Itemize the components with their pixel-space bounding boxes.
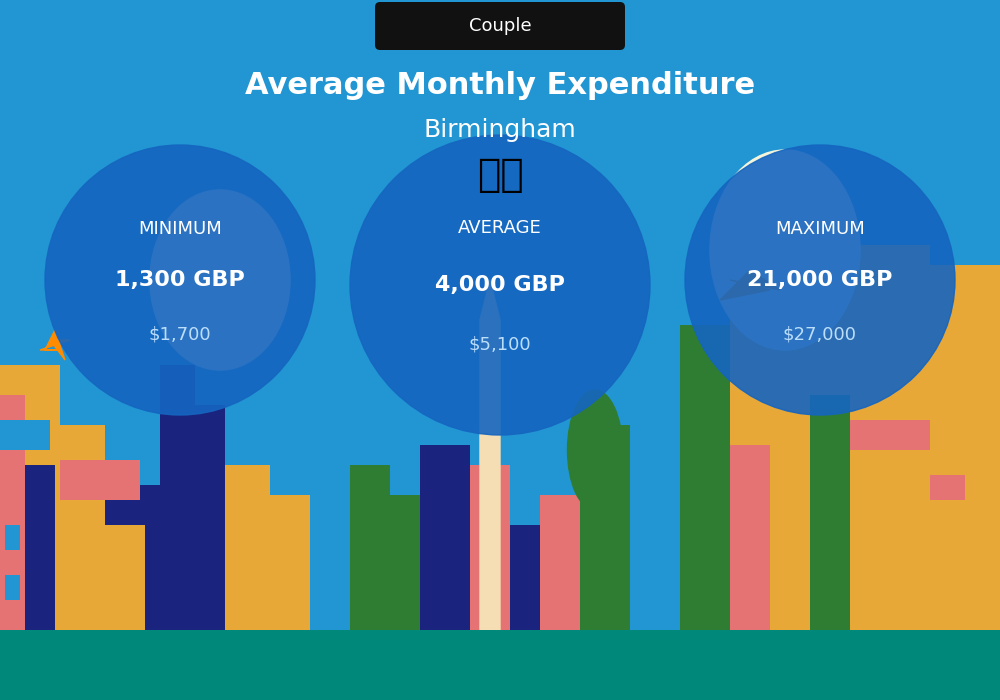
- Text: 4,000 GBP: 4,000 GBP: [435, 275, 565, 295]
- FancyBboxPatch shape: [375, 2, 625, 50]
- Bar: [105, 525, 145, 645]
- Bar: [930, 265, 1000, 645]
- Text: 21,000 GBP: 21,000 GBP: [747, 270, 893, 290]
- Bar: [160, 365, 195, 645]
- Bar: [350, 465, 390, 645]
- Ellipse shape: [710, 150, 860, 350]
- Text: 1,300 GBP: 1,300 GBP: [115, 270, 245, 290]
- Bar: [470, 465, 510, 645]
- Bar: [55, 425, 105, 645]
- Circle shape: [45, 145, 315, 415]
- Polygon shape: [720, 270, 780, 300]
- Bar: [0, 365, 60, 645]
- Circle shape: [350, 135, 650, 435]
- Bar: [810, 395, 850, 645]
- Text: Birmingham: Birmingham: [424, 118, 576, 142]
- Bar: [510, 525, 540, 645]
- Bar: [195, 405, 225, 645]
- Bar: [680, 325, 730, 645]
- Bar: [390, 495, 420, 645]
- Text: Couple: Couple: [469, 17, 531, 35]
- Bar: [730, 445, 770, 645]
- Bar: [105, 485, 160, 645]
- Bar: [420, 445, 470, 645]
- Polygon shape: [40, 330, 70, 360]
- Bar: [0, 645, 1000, 700]
- Bar: [0, 630, 1000, 655]
- Bar: [0, 395, 25, 645]
- Ellipse shape: [568, 390, 622, 510]
- Polygon shape: [480, 280, 500, 645]
- Text: $27,000: $27,000: [783, 325, 857, 343]
- Bar: [930, 475, 965, 500]
- Bar: [540, 495, 580, 645]
- Bar: [225, 465, 270, 645]
- Bar: [580, 425, 630, 645]
- Text: Average Monthly Expenditure: Average Monthly Expenditure: [245, 71, 755, 99]
- Bar: [850, 245, 930, 645]
- Bar: [5, 575, 20, 600]
- Circle shape: [685, 145, 955, 415]
- Text: 🇬🇧: 🇬🇧: [477, 156, 523, 194]
- Bar: [270, 495, 310, 645]
- Text: $5,100: $5,100: [469, 336, 531, 354]
- Bar: [730, 295, 850, 645]
- Bar: [0, 420, 50, 450]
- Bar: [5, 525, 20, 550]
- Bar: [850, 420, 930, 450]
- Bar: [0, 465, 55, 645]
- Bar: [60, 460, 140, 500]
- Text: $1,700: $1,700: [149, 325, 211, 343]
- Text: AVERAGE: AVERAGE: [458, 219, 542, 237]
- Text: MAXIMUM: MAXIMUM: [775, 220, 865, 238]
- Ellipse shape: [150, 190, 290, 370]
- Text: MINIMUM: MINIMUM: [138, 220, 222, 238]
